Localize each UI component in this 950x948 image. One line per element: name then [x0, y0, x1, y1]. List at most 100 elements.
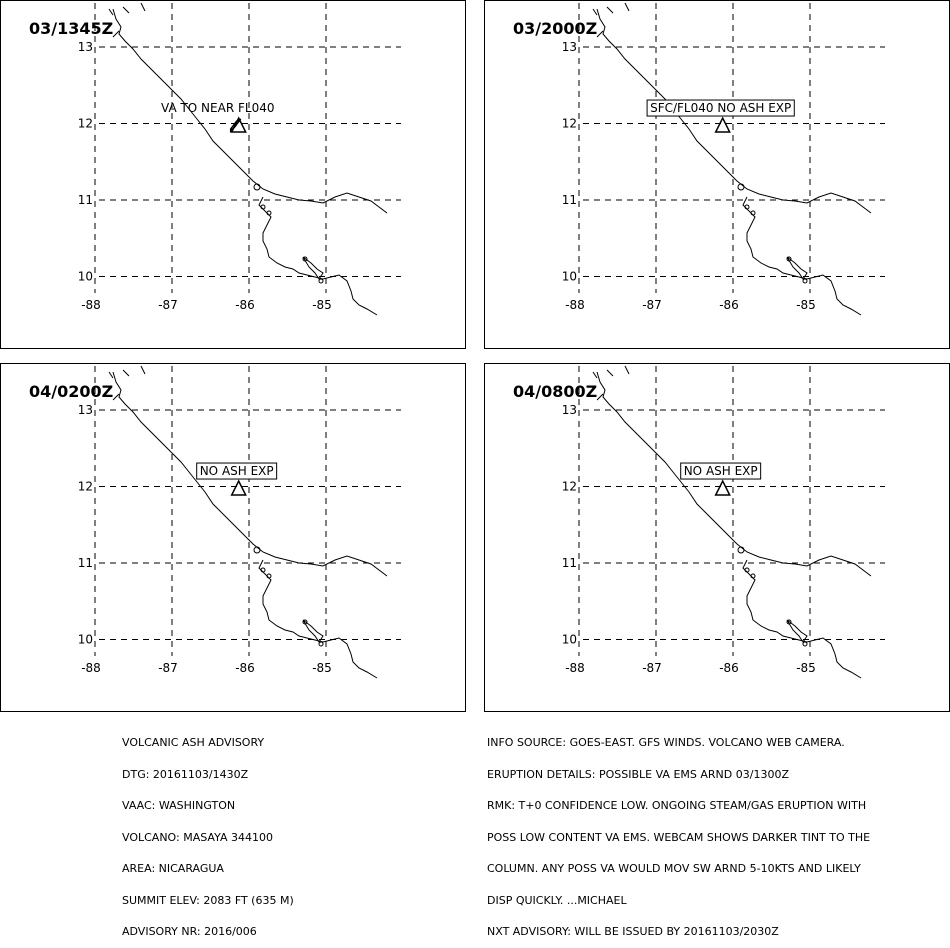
ash-cloud-polygon	[229, 118, 242, 133]
lon-tick-label: -86	[719, 661, 739, 675]
coastline-island	[802, 278, 808, 284]
volcano-triangle-icon	[230, 116, 247, 133]
forecast-label-text: VA TO NEAR FL040	[161, 101, 274, 115]
coastline	[302, 256, 324, 280]
forecast-label-box	[680, 462, 762, 480]
forecast-label: NO ASH EXP	[196, 462, 278, 480]
lat-tick-label: 12	[78, 480, 93, 494]
forecast-label: NO ASH EXP	[680, 462, 762, 480]
advisory-line: ERUPTION DETAILS: POSSIBLE VA EMS ARND 0…	[487, 767, 789, 781]
coastline-island	[260, 567, 266, 573]
volcano-triangle-icon	[714, 116, 731, 133]
coastline-island	[302, 256, 308, 262]
lon-tick-label: -85	[312, 298, 332, 312]
lat-tick-label: 13	[562, 40, 577, 54]
lon-tick-label: -86	[235, 661, 255, 675]
panel-time-4: 04/0800Z	[513, 382, 598, 401]
advisory-line: SUMMIT ELEV: 2083 FT (635 M)	[122, 893, 294, 907]
coastline	[258, 559, 378, 679]
coastline-island	[266, 210, 272, 216]
coastline-island	[253, 546, 261, 554]
coastline-island	[786, 619, 792, 625]
coastline	[112, 8, 388, 214]
coastline-island	[302, 619, 308, 625]
lat-tick-label: 10	[78, 633, 93, 647]
coastline-island	[318, 641, 324, 647]
forecast-label-box	[196, 462, 278, 480]
map-panel-4: 13 12 11 10 -88 -87 -86 -85 NO ASH EXP 04/0800Z	[484, 363, 950, 712]
lat-tick-label: 12	[562, 480, 577, 494]
lat-tick-label: 11	[562, 556, 577, 570]
forecast-label-text: SFC/FL040 NO ASH EXP	[650, 101, 791, 115]
forecast-label-box	[646, 99, 795, 117]
advisory-line: NXT ADVISORY: WILL BE ISSUED BY 20161103…	[487, 925, 779, 938]
coastline	[596, 371, 872, 577]
coastline-island	[318, 278, 324, 284]
map-canvas-4: 13 12 11 10 -88 -87 -86 -85 NO ASH EXP	[562, 365, 885, 679]
lon-tick-label: -88	[565, 298, 585, 312]
panel-time-2: 03/2000Z	[513, 19, 598, 38]
advisory-line: AREA: NICARAGUA	[122, 862, 224, 875]
lon-tick-label: -85	[312, 661, 332, 675]
lat-tick-label: 13	[562, 403, 577, 417]
map-panel-3: 13 12 11 10 -88 -87 -86 -85 NO ASH EXP 04/0200Z	[0, 363, 466, 712]
coastline-island	[744, 204, 750, 210]
forecast-label-text: NO ASH EXP	[684, 464, 758, 478]
forecast-label: VA TO NEAR FL040	[161, 101, 274, 115]
lat-tick-label: 12	[78, 117, 93, 131]
lon-tick-label: -85	[796, 661, 816, 675]
coastline-island	[737, 546, 745, 554]
forecast-label-text: NO ASH EXP	[200, 464, 274, 478]
lon-tick-label: -88	[81, 661, 101, 675]
coastline	[592, 2, 630, 38]
lon-tick-label: -87	[158, 298, 178, 312]
coastline	[302, 619, 324, 643]
lon-tick-label: -87	[642, 661, 662, 675]
coastline	[108, 2, 146, 38]
coastline-island	[260, 204, 266, 210]
lon-tick-label: -86	[719, 298, 739, 312]
advisory-line: ADVISORY NR: 2016/006	[122, 925, 257, 938]
map-canvas-3: 13 12 11 10 -88 -87 -86 -85 NO ASH EXP	[78, 365, 401, 679]
coastline	[108, 365, 146, 401]
map-canvas-1: 13 12 11 10 -88 -87 -86 -85 VA TO NEAR FL040	[78, 2, 401, 316]
coastline	[258, 196, 378, 316]
map-canvas-2: 13 12 11 10 -88 -87 -86 -85 SFC/FL040 NO ASH EXP	[562, 2, 885, 316]
coastline	[786, 619, 808, 643]
map-panel-2: 13 12 11 10 -88 -87 -86 -85 SFC/FL040 NO ASH EXP…	[484, 0, 950, 349]
volcano-triangle-icon	[714, 479, 731, 496]
coastline	[742, 196, 862, 316]
coastline-island	[786, 256, 792, 262]
coastline	[786, 256, 808, 280]
advisory-info-left: VOLCANIC ASH ADVISORY DTG: 20161103/1430…	[122, 717, 294, 948]
advisory-line: POSS LOW CONTENT VA EMS. WEBCAM SHOWS DA…	[487, 830, 871, 844]
advisory-line: RMK: T+0 CONFIDENCE LOW. ONGOING STEAM/G…	[487, 799, 867, 812]
coastline-island	[744, 567, 750, 573]
coastline	[592, 365, 630, 401]
advisory-line: DISP QUICKLY. ...MICHAEL	[487, 893, 627, 907]
lon-tick-label: -86	[235, 298, 255, 312]
lat-tick-label: 13	[78, 40, 93, 54]
lat-tick-label: 10	[562, 633, 577, 647]
advisory-line: DTG: 20161103/1430Z	[122, 767, 249, 781]
panel-time-3: 04/0200Z	[29, 382, 114, 401]
map-panel-1: 13 12 11 10 -88 -87 -86 -85 VA TO NEAR FL040 03/…	[0, 0, 466, 349]
advisory-line: VOLCANO: MASAYA 344100	[122, 830, 273, 844]
advisory-line: INFO SOURCE: GOES-EAST. GFS WINDS. VOLCA…	[487, 736, 845, 749]
forecast-label: SFC/FL040 NO ASH EXP	[646, 99, 795, 117]
coastline-island	[266, 573, 272, 579]
lat-tick-label: 12	[562, 117, 577, 131]
lon-tick-label: -88	[81, 298, 101, 312]
lon-tick-label: -87	[642, 298, 662, 312]
advisory-info-right: INFO SOURCE: GOES-EAST. GFS WINDS. VOLCA…	[487, 717, 870, 948]
lat-tick-label: 13	[78, 403, 93, 417]
lon-tick-label: -88	[565, 661, 585, 675]
coastline	[596, 8, 872, 214]
lat-tick-label: 11	[78, 193, 93, 207]
panel-time-1: 03/1345Z	[29, 19, 114, 38]
advisory-line: VOLCANIC ASH ADVISORY	[122, 736, 265, 749]
advisory-line: VAAC: WASHINGTON	[122, 799, 236, 812]
coastline	[742, 559, 862, 679]
lat-tick-label: 10	[78, 270, 93, 284]
lat-tick-label: 10	[562, 270, 577, 284]
